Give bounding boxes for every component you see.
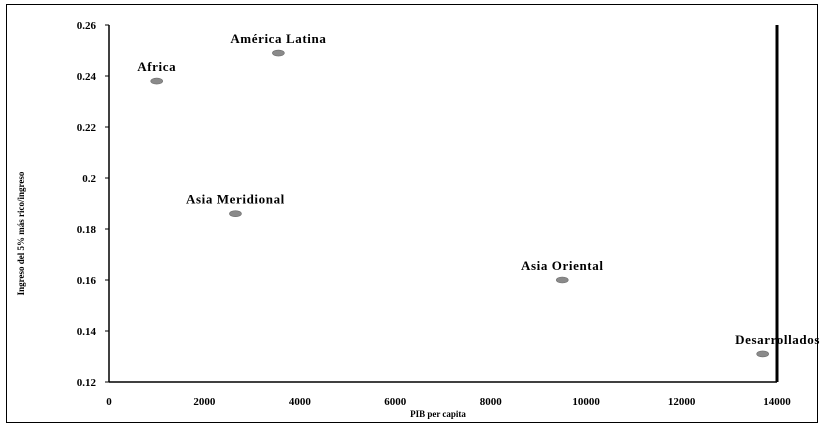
y-tick-label: 0.14 xyxy=(77,326,97,338)
y-tick-label: 0.24 xyxy=(77,71,97,83)
x-tick-label: 6000 xyxy=(384,396,407,408)
point-labels: Africa América Latina Asia Meridional Asia … xyxy=(137,31,820,347)
y-tick-label: 0.16 xyxy=(77,275,97,287)
x-tick-label: 8000 xyxy=(480,396,503,408)
x-tick-label: 14000 xyxy=(763,396,791,408)
data-point xyxy=(272,49,285,57)
data-point xyxy=(229,210,242,217)
data-point xyxy=(150,77,164,85)
y-tick-label: 0.26 xyxy=(77,20,97,32)
point-label: América Latina xyxy=(230,31,326,46)
point-label: Desarrollados xyxy=(735,332,820,347)
y-tick-label: 0.12 xyxy=(77,377,97,389)
x-tick-label: 10000 xyxy=(572,396,600,408)
point-label: Asia Meridional xyxy=(186,192,285,207)
chart-frame xyxy=(6,4,818,423)
x-tick-label: 4000 xyxy=(289,396,312,408)
x-tick-labels: 0 2000 4000 6000 8000 10000 12000 14000 xyxy=(106,396,791,408)
y-axis-label: Ingreso del 5% más rico/ingreso xyxy=(16,171,26,295)
plot-area xyxy=(108,25,779,383)
y-tick-label: 0.18 xyxy=(77,224,97,236)
y-tick-label: 0.2 xyxy=(82,173,96,185)
data-point xyxy=(756,350,769,358)
point-label: Africa xyxy=(137,59,176,74)
point-label: Asia Oriental xyxy=(521,258,604,273)
y-tick-labels: 0.12 0.14 0.16 0.18 0.2 0.22 0.24 0.26 xyxy=(77,20,109,389)
x-tick-label: 0 xyxy=(106,396,112,408)
data-point xyxy=(555,276,569,284)
x-tick-label: 2000 xyxy=(193,396,216,408)
data-points xyxy=(150,49,769,358)
y-tick-label: 0.22 xyxy=(77,122,97,134)
x-tick-label: 12000 xyxy=(668,396,696,408)
x-axis-label: PIB per capita xyxy=(410,409,466,419)
